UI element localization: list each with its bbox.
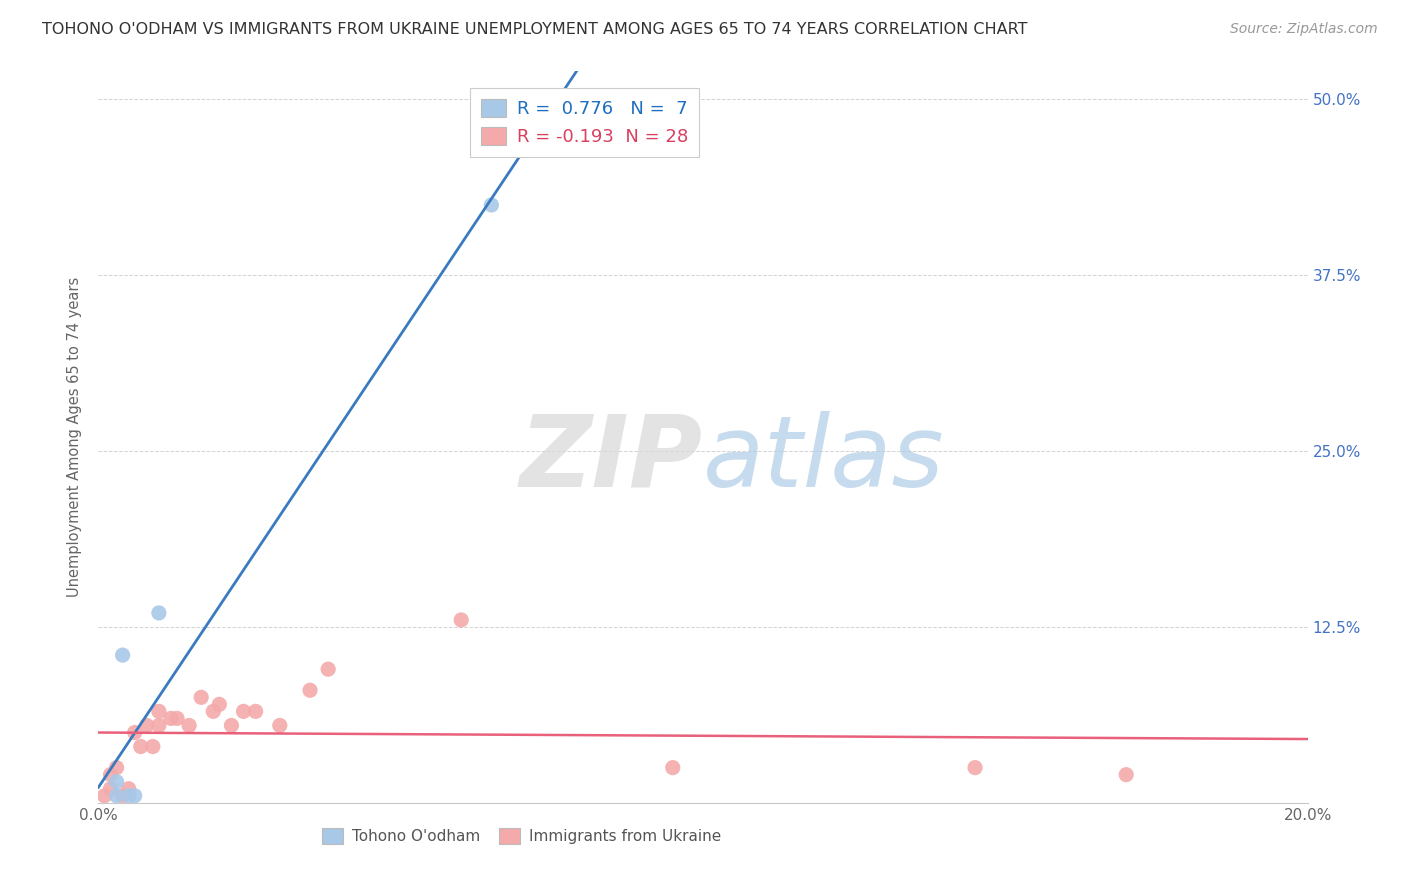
Legend: Tohono O'odham, Immigrants from Ukraine: Tohono O'odham, Immigrants from Ukraine [315, 822, 728, 850]
Point [111, 648, 134, 662]
Text: ZIP: ZIP [520, 410, 703, 508]
Point [179, 718, 201, 732]
Point [124, 725, 146, 739]
Point [148, 606, 170, 620]
Point [1115, 767, 1137, 781]
Point [245, 705, 267, 719]
Point [269, 718, 291, 732]
Point [208, 698, 231, 712]
Point [105, 774, 128, 789]
Point [93, 789, 115, 803]
Point [190, 690, 212, 705]
Point [965, 761, 987, 775]
Point [148, 705, 170, 719]
Point [100, 781, 122, 796]
Point [105, 761, 128, 775]
Point [221, 718, 243, 732]
Point [166, 711, 188, 725]
Point [160, 711, 183, 725]
Point [100, 767, 122, 781]
Point [111, 789, 134, 803]
Point [316, 662, 339, 676]
Point [148, 718, 170, 732]
Text: Source: ZipAtlas.com: Source: ZipAtlas.com [1230, 22, 1378, 37]
Point [105, 789, 128, 803]
Point [481, 198, 503, 212]
Point [129, 739, 152, 754]
Y-axis label: Unemployment Among Ages 65 to 74 years: Unemployment Among Ages 65 to 74 years [67, 277, 83, 598]
Point [118, 781, 141, 796]
Point [232, 705, 254, 719]
Point [142, 739, 165, 754]
Point [135, 718, 157, 732]
Point [299, 683, 322, 698]
Point [118, 789, 141, 803]
Text: atlas: atlas [703, 410, 945, 508]
Point [124, 789, 146, 803]
Point [202, 705, 225, 719]
Point [661, 761, 683, 775]
Text: TOHONO O'ODHAM VS IMMIGRANTS FROM UKRAINE UNEMPLOYMENT AMONG AGES 65 TO 74 YEARS: TOHONO O'ODHAM VS IMMIGRANTS FROM UKRAIN… [42, 22, 1028, 37]
Point [450, 613, 472, 627]
